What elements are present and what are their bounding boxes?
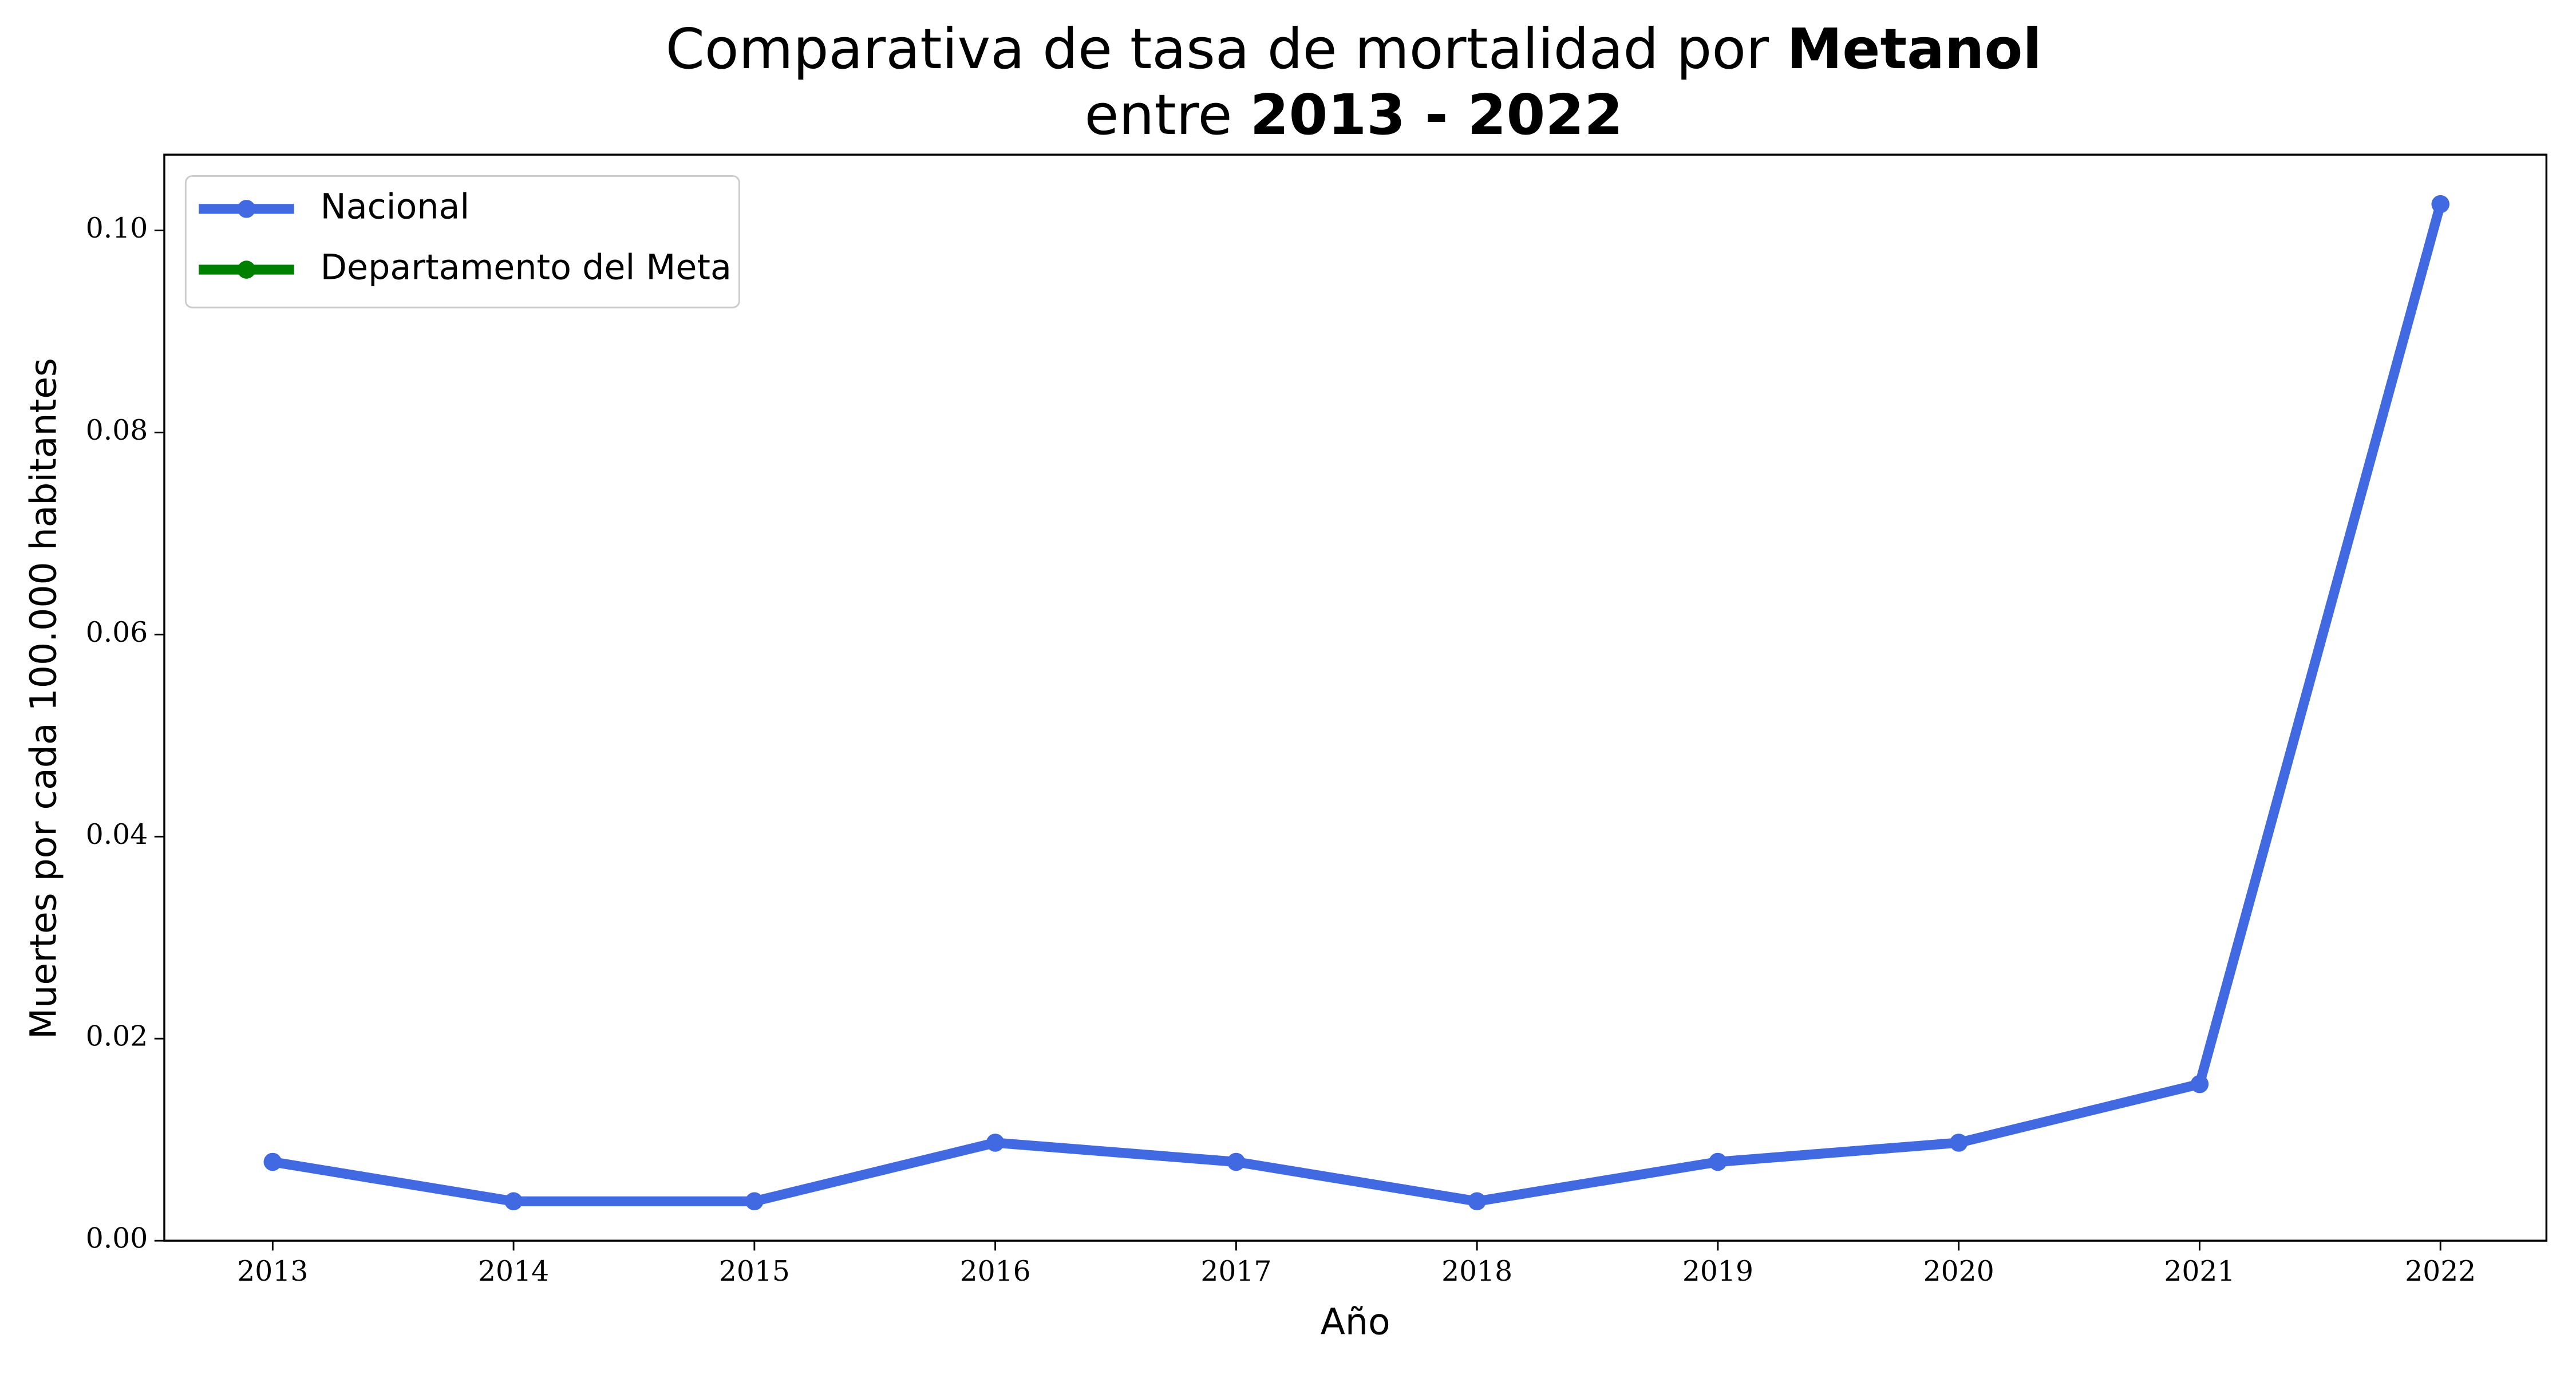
data-point: [1709, 1152, 1727, 1171]
chart-title-line2: entre 2013 - 2022: [1084, 82, 1623, 148]
data-point: [504, 1192, 523, 1211]
x-axis-label: Año: [1321, 1301, 1390, 1343]
data-point: [986, 1134, 1005, 1152]
x-tick-label: 2016: [960, 1255, 1031, 1288]
data-point: [1468, 1192, 1486, 1211]
title-bold: 2013 - 2022: [1250, 82, 1623, 148]
data-point: [745, 1192, 764, 1211]
chart-title-line1: Comparativa de tasa de mortalidad por Me…: [666, 17, 2042, 82]
y-tick-label: 0.04: [86, 818, 148, 851]
y-tick-label: 0.06: [86, 616, 148, 649]
legend: Nacional Departamento del Meta: [184, 175, 740, 309]
x-tick-label: 2020: [1923, 1255, 1994, 1288]
x-tick-label: 2017: [1200, 1255, 1271, 1288]
y-tick-label: 0.08: [86, 414, 148, 447]
title-text: Comparativa de tasa de mortalidad por: [666, 17, 1769, 82]
title-bold: Metanol: [1787, 17, 2042, 82]
y-axis-label: Muertes por cada 100.000 habitantes: [22, 358, 64, 1039]
legend-box: [184, 175, 740, 309]
x-tick-label: 2021: [2164, 1255, 2235, 1288]
plot-frame: [163, 153, 2548, 1242]
data-point: [2190, 1075, 2209, 1093]
x-tick-label: 2022: [2405, 1255, 2476, 1288]
x-tick-label: 2013: [237, 1255, 308, 1288]
legend-label: Nacional: [321, 187, 470, 227]
legend-marker: [237, 260, 256, 279]
x-tick-label: 2014: [478, 1255, 549, 1288]
data-point: [1949, 1134, 1968, 1152]
y-tick-label: 0.00: [86, 1222, 148, 1255]
x-tick-label: 2019: [1682, 1255, 1753, 1288]
series-line: [271, 203, 2445, 1206]
y-tick-label: 0.02: [86, 1020, 148, 1053]
y-tick-label: 0.10: [86, 212, 148, 244]
data-point: [2431, 195, 2449, 214]
data-point: [1227, 1152, 1246, 1171]
title-text: entre: [1084, 82, 1232, 148]
legend-label: Departamento del Meta: [321, 248, 732, 288]
data-point: [263, 1152, 282, 1171]
x-tick-label: 2018: [1441, 1255, 1512, 1288]
x-tick-label: 2015: [719, 1255, 790, 1288]
legend-marker: [237, 200, 256, 218]
